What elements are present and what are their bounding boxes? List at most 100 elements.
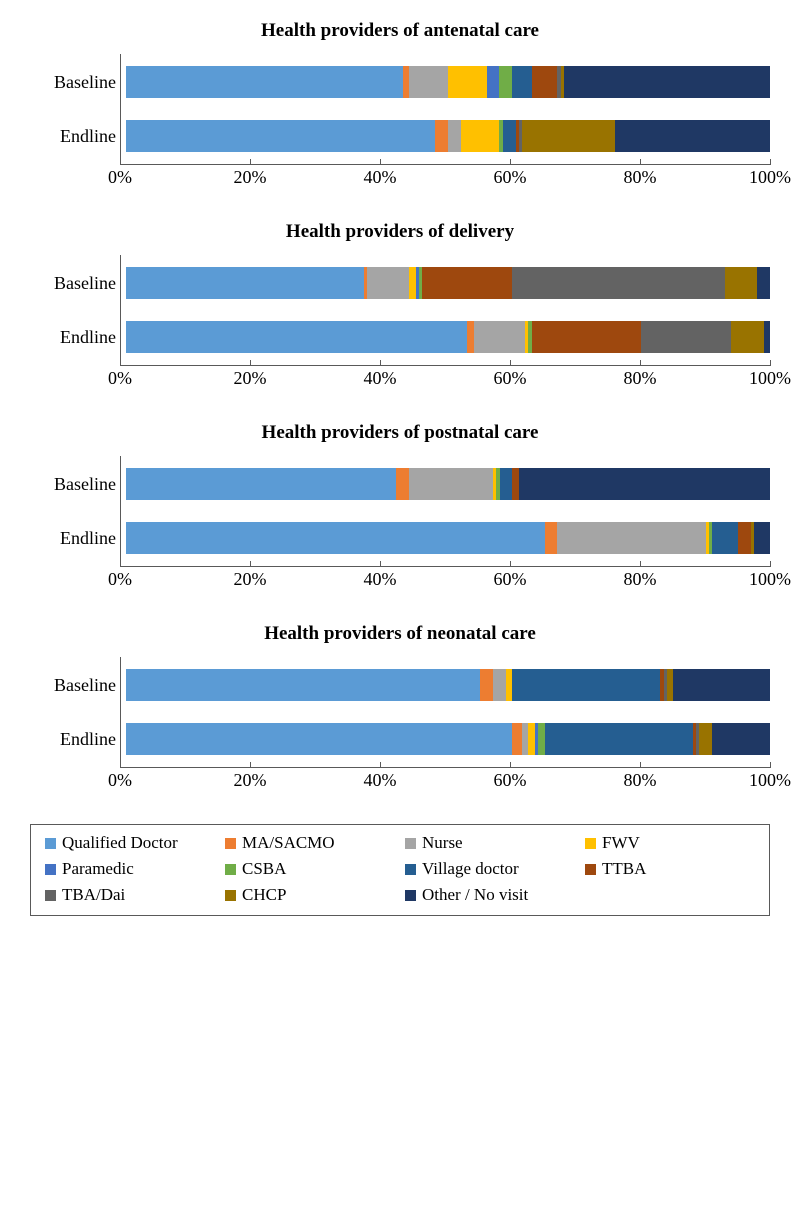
chart-block: Health providers of neonatal care Baselin… (30, 623, 770, 794)
legend-swatch (225, 890, 236, 901)
stacked-bar (126, 669, 770, 701)
legend-swatch (225, 864, 236, 875)
bar-segment-other (615, 120, 770, 152)
legend-item: TBA/Dai (45, 885, 215, 905)
x-axis: 0%20%40%60%80%100% (120, 768, 770, 794)
stacked-bar (126, 120, 770, 152)
bar-row: Endline (31, 120, 770, 152)
legend-item: MA/SACMO (225, 833, 395, 853)
bar-row-label: Endline (31, 327, 126, 348)
bar-row-label: Baseline (31, 474, 126, 495)
legend-item: Nurse (405, 833, 575, 853)
bar-row: Endline (31, 321, 770, 353)
legend: Qualified Doctor MA/SACMO Nurse FWV Paramedi… (30, 824, 770, 916)
legend-label: Paramedic (62, 859, 134, 879)
bar-row-label: Endline (31, 126, 126, 147)
stacked-bar (126, 267, 770, 299)
bar-segment-qualified_doctor (126, 669, 480, 701)
stacked-bar (126, 66, 770, 98)
bar-segment-village_doctor (503, 120, 516, 152)
legend-label: Village doctor (422, 859, 519, 879)
bar-row-label: Endline (31, 729, 126, 750)
bar-segment-chcp (731, 321, 763, 353)
legend-item: Paramedic (45, 859, 215, 879)
bar-segment-other (519, 468, 770, 500)
bar-segment-ma_sacmo (545, 522, 558, 554)
legend-label: FWV (602, 833, 640, 853)
bar-segment-other (764, 321, 770, 353)
legend-label: CSBA (242, 859, 286, 879)
bar-segment-qualified_doctor (126, 321, 467, 353)
bar-segment-chcp (725, 267, 757, 299)
legend-swatch (585, 838, 596, 849)
x-axis: 0%20%40%60%80%100% (120, 165, 770, 191)
legend-swatch (405, 890, 416, 901)
bar-segment-tba_dai (512, 267, 725, 299)
chart-title: Health providers of neonatal care (30, 623, 770, 645)
bar-segment-village_doctor (500, 468, 513, 500)
chart-title: Health providers of antenatal care (30, 20, 770, 42)
x-axis: 0%20%40%60%80%100% (120, 366, 770, 392)
bar-segment-paramedic (487, 66, 500, 98)
bar-row: Endline (31, 723, 770, 755)
legend-swatch (585, 864, 596, 875)
legend-swatch (45, 838, 56, 849)
bar-row-label: Baseline (31, 273, 126, 294)
bar-segment-other (712, 723, 770, 755)
legend-item: TTBA (585, 859, 755, 879)
bar-segment-nurse (409, 468, 493, 500)
legend-item: Qualified Doctor (45, 833, 215, 853)
legend-swatch (45, 864, 56, 875)
bar-segment-village_doctor (712, 522, 738, 554)
stacked-bar (126, 522, 770, 554)
bar-segment-chcp (522, 120, 615, 152)
bar-segment-other (564, 66, 770, 98)
bar-segment-qualified_doctor (126, 267, 364, 299)
bar-segment-nurse (557, 522, 705, 554)
bar-segment-chcp (699, 723, 712, 755)
bar-segment-other (757, 267, 770, 299)
bar-segment-ttba (532, 66, 558, 98)
bar-segment-ttba (422, 267, 512, 299)
chart-title: Health providers of delivery (30, 221, 770, 243)
bar-segment-ma_sacmo (396, 468, 409, 500)
chart-block: Health providers of deliveryBaselineEndl… (30, 221, 770, 392)
bar-segment-qualified_doctor (126, 66, 403, 98)
bar-segment-fwv (448, 66, 487, 98)
legend-item: CSBA (225, 859, 395, 879)
legend-swatch (405, 838, 416, 849)
plot-area: BaselineEndline (120, 456, 770, 567)
bar-row: Baseline (31, 468, 770, 500)
bar-segment-qualified_doctor (126, 522, 545, 554)
bar-segment-csba (499, 66, 512, 98)
bar-segment-other (754, 522, 770, 554)
bar-segment-tba_dai (641, 321, 731, 353)
bar-row: Baseline (31, 267, 770, 299)
bar-segment-qualified_doctor (126, 468, 396, 500)
plot-area: BaselineEndline (120, 255, 770, 366)
bar-row-label: Baseline (31, 675, 126, 696)
bar-segment-village_doctor (512, 66, 531, 98)
legend-swatch (45, 890, 56, 901)
legend-swatch (225, 838, 236, 849)
bar-segment-fwv (461, 120, 500, 152)
x-axis: 0%20%40%60%80%100% (120, 567, 770, 593)
legend-item: Village doctor (405, 859, 575, 879)
bar-segment-ma_sacmo (480, 669, 493, 701)
legend-label: TTBA (602, 859, 646, 879)
bar-segment-nurse (493, 669, 506, 701)
bar-segment-village_doctor (512, 669, 660, 701)
bar-segment-nurse (409, 66, 448, 98)
legend-swatch (405, 864, 416, 875)
stacked-bar (126, 321, 770, 353)
legend-label: CHCP (242, 885, 286, 905)
chart-block: Health providers of antenatal care Baseli… (30, 20, 770, 191)
bar-row: Baseline (31, 669, 770, 701)
bar-segment-ttba (532, 321, 641, 353)
bar-row: Baseline (31, 66, 770, 98)
legend-label: Qualified Doctor (62, 833, 178, 853)
bar-segment-village_doctor (545, 723, 693, 755)
legend-label: TBA/Dai (62, 885, 125, 905)
bar-segment-qualified_doctor (126, 120, 435, 152)
bar-segment-nurse (448, 120, 461, 152)
